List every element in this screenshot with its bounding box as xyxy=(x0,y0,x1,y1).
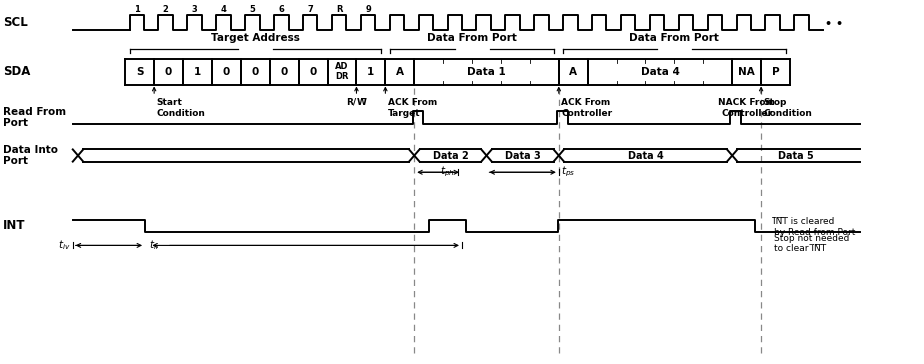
Text: 1: 1 xyxy=(368,67,374,77)
Text: 0: 0 xyxy=(223,67,230,77)
Text: 2: 2 xyxy=(163,5,169,14)
Text: INT: INT xyxy=(3,219,25,232)
Text: Data 2: Data 2 xyxy=(432,150,468,161)
Text: Start
Condition: Start Condition xyxy=(157,98,206,118)
Text: 4: 4 xyxy=(221,5,226,14)
Text: 0: 0 xyxy=(165,67,172,77)
Text: NACK From
Controller: NACK From Controller xyxy=(718,98,775,118)
Text: SCL: SCL xyxy=(3,16,28,29)
Text: Data 4: Data 4 xyxy=(627,150,663,161)
Text: 0: 0 xyxy=(310,67,317,77)
Text: Data From Port: Data From Port xyxy=(427,33,517,43)
Text: Read From
Port: Read From Port xyxy=(3,107,66,128)
Text: I̅N̅T̅ is cleared
by Read from Port: I̅N̅T̅ is cleared by Read from Port xyxy=(774,217,856,237)
Text: $t_{ph}$: $t_{ph}$ xyxy=(440,165,455,179)
Text: $t_{ps}$: $t_{ps}$ xyxy=(562,165,576,179)
Text: S: S xyxy=(136,67,143,77)
Text: A: A xyxy=(395,67,404,77)
Text: Data 1: Data 1 xyxy=(468,67,506,77)
Text: 1: 1 xyxy=(134,5,140,14)
Text: A: A xyxy=(569,67,578,77)
Text: Data Into
Port: Data Into Port xyxy=(3,145,58,166)
Text: Stop not needed
to clear I̅N̅T̅: Stop not needed to clear I̅N̅T̅ xyxy=(774,234,849,253)
Text: 7: 7 xyxy=(308,5,313,14)
Text: 6: 6 xyxy=(278,5,285,14)
Text: Data 5: Data 5 xyxy=(778,150,814,161)
Text: 0: 0 xyxy=(281,67,288,77)
Text: 3: 3 xyxy=(192,5,198,14)
Text: P: P xyxy=(772,67,779,77)
Text: $t_{ir}$: $t_{ir}$ xyxy=(150,238,161,252)
Text: Data 4: Data 4 xyxy=(640,67,679,77)
Text: Data From Port: Data From Port xyxy=(629,33,720,43)
Text: Target Address: Target Address xyxy=(211,33,299,43)
Text: 9: 9 xyxy=(365,5,371,14)
Text: Data 3: Data 3 xyxy=(505,150,541,161)
Text: • •: • • xyxy=(825,19,843,29)
Text: 0: 0 xyxy=(251,67,259,77)
Text: ACK From
Controller: ACK From Controller xyxy=(562,98,613,118)
Text: 1: 1 xyxy=(194,67,201,77)
Text: $t_{iv}$: $t_{iv}$ xyxy=(57,238,70,252)
Text: NA: NA xyxy=(738,67,755,77)
Text: 5: 5 xyxy=(249,5,255,14)
Text: R: R xyxy=(335,5,343,14)
Text: AD
DR: AD DR xyxy=(335,62,348,82)
Text: W̅: W̅ xyxy=(357,98,366,107)
Text: Stop
Condition: Stop Condition xyxy=(764,98,812,118)
Text: ACK From
Target: ACK From Target xyxy=(388,98,437,118)
Text: SDA: SDA xyxy=(3,65,30,78)
Text: R/: R/ xyxy=(346,98,357,107)
